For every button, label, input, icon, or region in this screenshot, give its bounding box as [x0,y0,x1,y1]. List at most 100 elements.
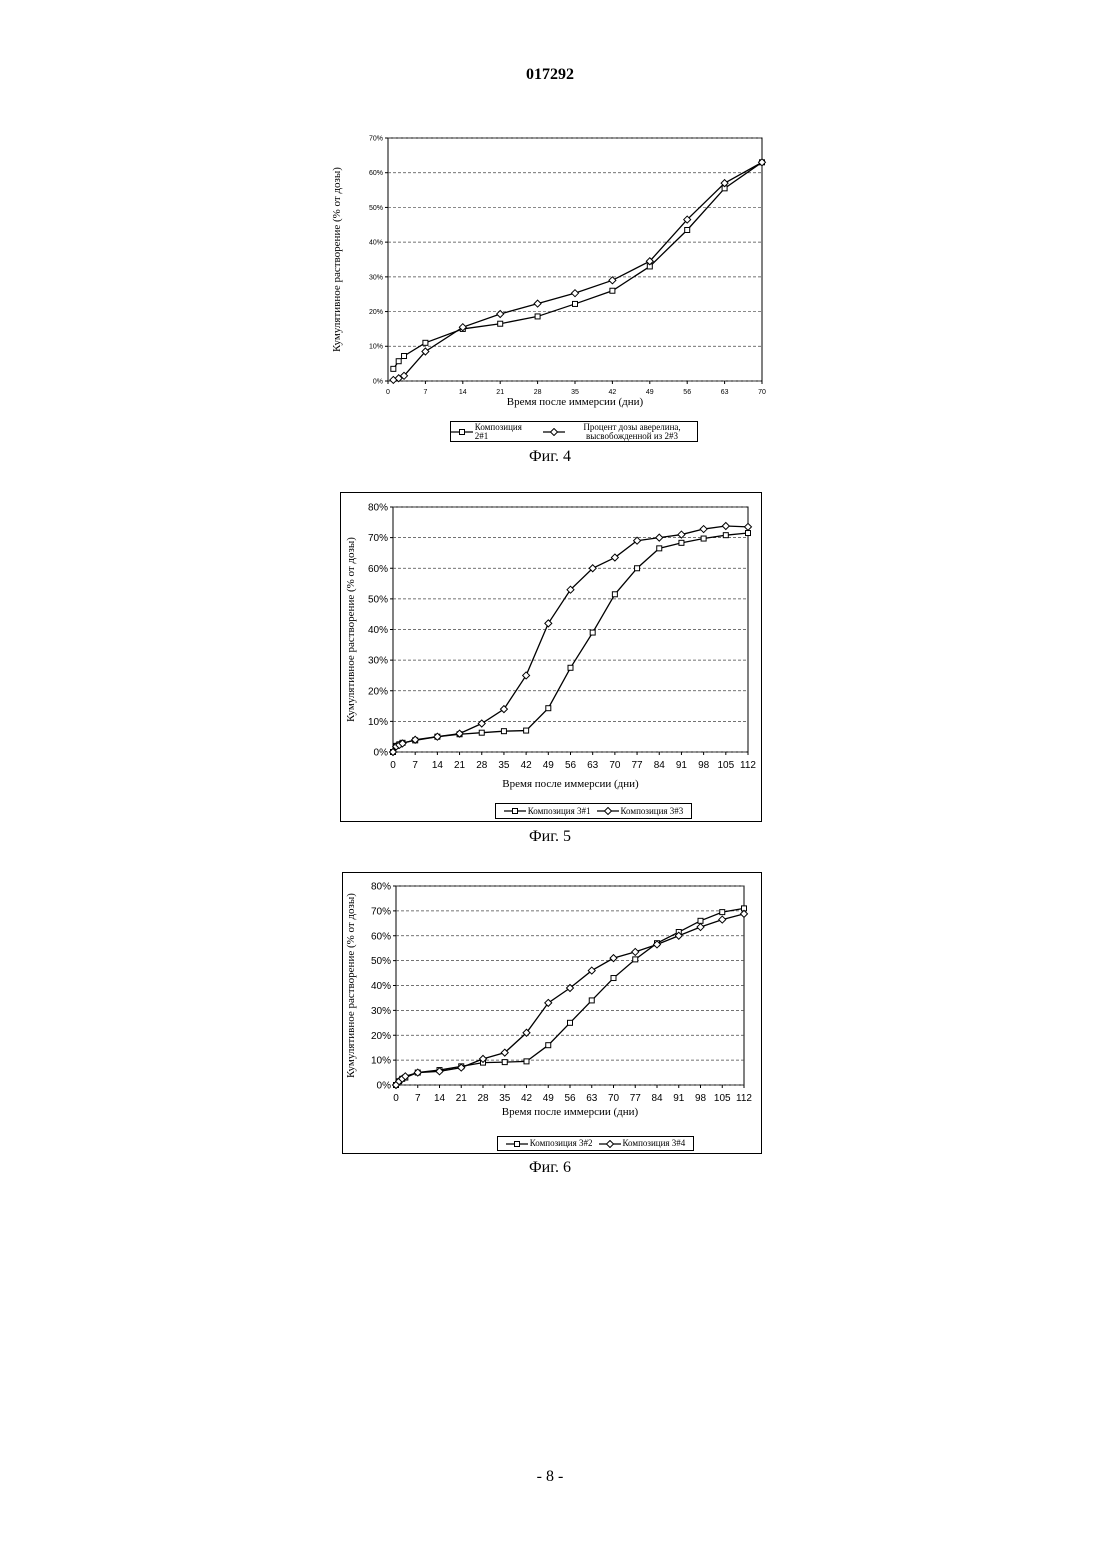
y-tick-label: 80% [368,503,388,514]
x-tick-label: 84 [651,1093,663,1104]
legend-swatch [504,807,526,815]
marker-square [479,730,484,735]
x-tick-label: 49 [646,389,654,396]
page-number: - 8 - [0,1468,1100,1486]
y-axis-label: Кумулятивное растворение (% от дозы) [345,893,357,1078]
marker-square [612,592,617,597]
marker-square [460,429,465,434]
y-tick-label: 30% [371,1006,391,1017]
header: 017292 [0,66,1100,84]
x-tick-label: 21 [456,1093,468,1104]
marker-square [546,706,551,711]
x-tick-label: 112 [740,760,756,771]
x-axis-label: Время после иммерсии (дни) [502,1106,639,1118]
marker-square [589,998,594,1003]
page: 017292 - 8 - (() => { const data = JSON.… [0,0,1100,1556]
legend-item: Композиция 3#3 [597,807,684,816]
marker-diamond [551,428,558,435]
legend: Композиция 3#1Композиция 3#3 [495,803,692,819]
legend-item: Композиция 2#1 [451,423,537,441]
marker-square [396,359,401,364]
x-tick-label: 56 [683,389,691,396]
marker-square [501,729,506,734]
marker-diamond [700,526,707,533]
y-tick-label: 60% [371,931,391,942]
x-tick-label: 63 [587,760,599,771]
x-tick-label: 56 [565,760,577,771]
legend-item: Композиция 3#4 [599,1139,686,1148]
legend-label: Процент дозы аверелина, высвобожденной и… [567,423,697,441]
legend-label: Композиция 3#2 [530,1139,593,1148]
plot-area [388,138,762,381]
legend-label: Композиция 2#1 [475,423,537,441]
x-tick-label: 91 [676,760,688,771]
marker-diamond [722,522,729,529]
marker-square [573,301,578,306]
x-tick-label: 28 [476,760,488,771]
x-tick-label: 77 [632,760,644,771]
y-tick-label: 0% [377,1081,392,1092]
figure-caption: Фиг. 5 [0,828,1100,846]
marker-square [535,314,540,319]
marker-square [524,1059,529,1064]
marker-square [635,566,640,571]
marker-diamond [745,523,752,530]
marker-diamond [604,808,611,815]
legend-label: Композиция 3#4 [623,1139,686,1148]
x-tick-label: 14 [459,389,467,396]
y-tick-label: 50% [371,956,391,967]
y-tick-label: 20% [369,309,383,316]
y-tick-label: 30% [368,656,388,667]
x-tick-label: 7 [415,1093,421,1104]
marker-square [679,540,684,545]
x-tick-label: 112 [736,1093,752,1104]
x-tick-label: 56 [564,1093,576,1104]
marker-diamond [719,916,726,923]
y-tick-label: 50% [369,205,383,212]
y-axis-label: Кумулятивное растворение (% от дозы) [331,167,343,352]
marker-square [611,976,616,981]
y-tick-label: 70% [369,135,383,142]
marker-diamond [697,924,704,931]
marker-diamond [545,620,552,627]
marker-diamond [534,300,541,307]
x-axis-label: Время после иммерсии (дни) [507,396,644,408]
legend-swatch [599,1140,621,1148]
y-tick-label: 0% [373,378,383,385]
x-tick-label: 63 [721,389,729,396]
legend-swatch [597,807,619,815]
legend-swatch [451,428,473,436]
x-tick-label: 42 [521,1093,533,1104]
x-tick-label: 35 [571,389,579,396]
marker-square [502,1060,507,1065]
marker-diamond [632,948,639,955]
x-tick-label: 7 [412,760,418,771]
y-tick-label: 20% [371,1031,391,1042]
marker-diamond [741,910,748,917]
y-tick-label: 40% [368,625,388,636]
x-tick-label: 77 [630,1093,642,1104]
marker-square [512,809,517,814]
marker-square [698,918,703,923]
x-tick-label: 49 [543,1093,555,1104]
x-tick-label: 21 [496,389,504,396]
marker-square [723,533,728,538]
marker-square [568,1020,573,1025]
marker-square [391,366,396,371]
marker-square [423,340,428,345]
y-tick-label: 10% [369,344,383,351]
x-tick-label: 98 [695,1093,707,1104]
y-tick-label: 60% [369,170,383,177]
legend: Композиция 3#2 Композиция 3#4 [497,1136,694,1151]
chart-frame [341,493,762,822]
x-tick-label: 7 [423,389,427,396]
marker-square [610,288,615,293]
marker-square [685,227,690,232]
x-axis-label: Время после иммерсии (дни) [502,778,639,790]
x-tick-label: 105 [717,760,734,771]
x-tick-label: 28 [477,1093,489,1104]
x-tick-label: 14 [432,760,444,771]
x-tick-label: 63 [586,1093,598,1104]
legend-item: Процент дозы аверелина, высвобожденной и… [543,423,697,441]
legend-item: Композиция 3#2 [506,1139,593,1148]
